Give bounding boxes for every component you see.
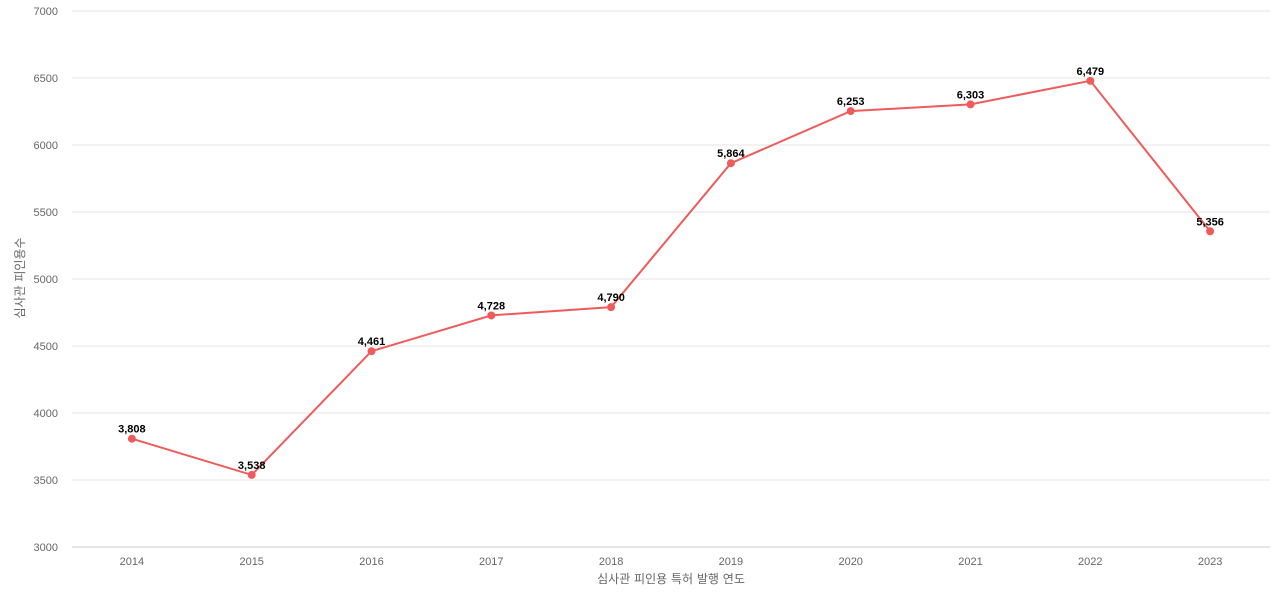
y-tick-label: 5000	[34, 274, 58, 286]
x-tick-label: 2019	[719, 556, 743, 568]
x-tick-label: 2018	[599, 556, 623, 568]
y-tick-label: 4000	[34, 408, 58, 420]
data-points	[127, 76, 1215, 479]
x-tick-label: 2021	[958, 556, 982, 568]
y-tick-label: 3000	[34, 542, 58, 554]
data-point	[607, 303, 616, 312]
y-tick-label: 6000	[34, 140, 58, 152]
data-point	[127, 434, 136, 443]
data-label: 6,253	[837, 96, 865, 108]
y-tick-label: 5500	[34, 207, 58, 219]
x-tick-label: 2016	[359, 556, 383, 568]
x-tick-label: 2015	[239, 556, 263, 568]
data-point	[1086, 76, 1095, 85]
data-point	[367, 347, 376, 356]
x-axis-title: 심사관 피인용 특허 발행 연도	[597, 571, 745, 586]
data-point	[487, 311, 496, 320]
data-point	[1206, 227, 1215, 236]
data-label: 4,790	[597, 292, 625, 304]
x-tick-label: 2014	[120, 556, 144, 568]
data-label: 5,864	[717, 148, 745, 160]
data-point	[247, 470, 256, 479]
x-tick-label: 2017	[479, 556, 503, 568]
data-label: 3,808	[118, 424, 146, 436]
data-point	[966, 100, 975, 109]
x-axis-ticks: 2014 2015 2016 2017 2018 2019 2020 2021 2022 2023	[120, 556, 1223, 568]
data-labels: 3,808 3,538 4,461 4,728 4,790 5,864 6,253 6,303…	[118, 66, 1224, 472]
data-point	[726, 159, 735, 168]
grid-lines	[72, 10, 1270, 548]
data-label: 4,461	[358, 336, 386, 348]
x-tick-label: 2020	[838, 556, 862, 568]
x-tick-label: 2022	[1078, 556, 1102, 568]
series-line	[131, 79, 1211, 477]
y-tick-label: 3500	[34, 475, 58, 487]
data-label: 5,356	[1196, 216, 1224, 228]
y-axis-ticks: 3000 3500 4000 4500 5000 5500 6000 6500 7000	[34, 6, 58, 554]
y-tick-label: 6500	[34, 73, 58, 85]
data-label: 6,303	[957, 89, 985, 101]
y-tick-label: 7000	[34, 6, 58, 18]
data-label: 3,538	[238, 460, 266, 472]
y-tick-label: 4500	[34, 341, 58, 353]
data-label: 6,479	[1077, 66, 1105, 78]
y-axis-title: 심사관 피인용수	[13, 237, 27, 318]
x-tick-label: 2023	[1198, 556, 1222, 568]
data-label: 4,728	[478, 300, 506, 312]
data-point	[846, 107, 855, 116]
